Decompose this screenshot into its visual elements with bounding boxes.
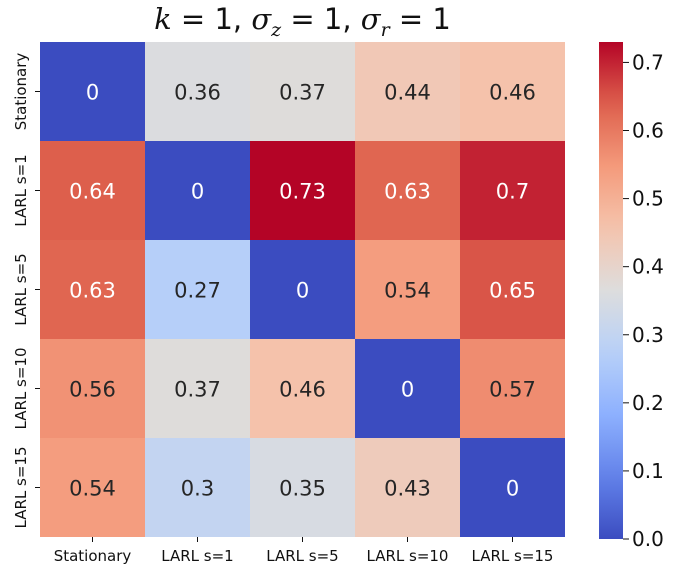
colorbar-tick-label: 0.6	[632, 119, 664, 143]
y-tick-label: LARL s=1	[12, 154, 30, 226]
heatmap-cell	[355, 438, 460, 537]
cell-value-label: 0.64	[69, 180, 116, 204]
cell-value-label: 0.37	[174, 378, 221, 402]
cell-value-label: 0.43	[384, 477, 431, 501]
y-tick-label: LARL s=10	[12, 348, 30, 430]
title-k-value: 1	[214, 2, 233, 36]
heatmap-cell	[145, 42, 250, 141]
x-tick-label: LARL s=5	[266, 547, 338, 565]
heatmap-cell	[145, 438, 250, 537]
cell-value-label: 0.63	[384, 180, 431, 204]
heatmap-cell	[250, 42, 355, 141]
cell-value-label: 0.46	[489, 81, 536, 105]
heatmap-cell	[355, 339, 460, 438]
heatmap-cell	[460, 240, 565, 339]
heatmap-cell	[460, 141, 565, 240]
cell-value-label: 0.44	[384, 81, 431, 105]
x-tick-label: LARL s=15	[472, 547, 554, 565]
cell-value-label: 0.37	[279, 81, 326, 105]
x-tick-label: Stationary	[54, 547, 132, 565]
heatmap-cell	[355, 240, 460, 339]
heatmap-cell	[145, 141, 250, 240]
heatmap-cell	[40, 438, 145, 537]
heatmap-cell	[40, 141, 145, 240]
heatmap-cell	[355, 42, 460, 141]
cell-value-label: 0.35	[279, 477, 326, 501]
x-tick-label: LARL s=10	[367, 547, 449, 565]
heatmap-cell	[40, 339, 145, 438]
cell-value-label: 0.63	[69, 279, 116, 303]
cell-value-label: 0.56	[69, 378, 116, 402]
heatmap-cell	[250, 438, 355, 537]
heatmap-cell	[250, 240, 355, 339]
chart-title: k = 1, σz = 1, σr = 1	[154, 2, 451, 41]
cell-value-label: 0.7	[496, 180, 529, 204]
y-tick-label: Stationary	[12, 53, 30, 131]
colorbar	[599, 42, 623, 539]
colorbar-tick-label: 0.7	[632, 50, 664, 74]
heatmap-cell	[460, 438, 565, 537]
heatmap-cell	[460, 339, 565, 438]
cell-value-label: 0	[86, 81, 99, 105]
cell-value-label: 0.54	[384, 279, 431, 303]
colorbar-tick-label: 0.4	[632, 255, 664, 279]
x-tick-label: LARL s=1	[161, 547, 233, 565]
heatmap-cell	[250, 141, 355, 240]
cell-value-label: 0.27	[174, 279, 221, 303]
cell-value-label: 0.3	[181, 477, 214, 501]
heatmap-cell	[40, 240, 145, 339]
cell-value-label: 0.57	[489, 378, 536, 402]
heatmap-cell	[355, 141, 460, 240]
heatmap-cell	[145, 240, 250, 339]
heatmap-cell	[250, 339, 355, 438]
cell-value-label: 0.46	[279, 378, 326, 402]
y-tick-label: LARL s=5	[12, 253, 30, 325]
cell-value-label: 0	[401, 378, 414, 402]
cell-value-label: 0	[191, 180, 204, 204]
heatmap-cell	[145, 339, 250, 438]
heatmap-cell	[460, 42, 565, 141]
cell-value-label: 0.54	[69, 477, 116, 501]
cell-value-label: 0	[506, 477, 519, 501]
colorbar-tick-label: 0.0	[632, 527, 664, 551]
y-tick-label: LARL s=15	[12, 447, 30, 529]
colorbar-tick-label: 0.2	[632, 391, 664, 415]
cell-value-label: 0.65	[489, 279, 536, 303]
cell-value-label: 0	[296, 279, 309, 303]
colorbar-tick-label: 0.3	[632, 323, 664, 347]
colorbar-tick-label: 0.5	[632, 187, 664, 211]
cell-value-label: 0.73	[279, 180, 326, 204]
heatmap-cell	[40, 42, 145, 141]
colorbar-tick-label: 0.1	[632, 459, 664, 483]
title-sigma-r-value: 1	[432, 2, 451, 36]
title-sigma-z-value: 1	[323, 2, 343, 36]
cell-value-label: 0.36	[174, 81, 221, 105]
